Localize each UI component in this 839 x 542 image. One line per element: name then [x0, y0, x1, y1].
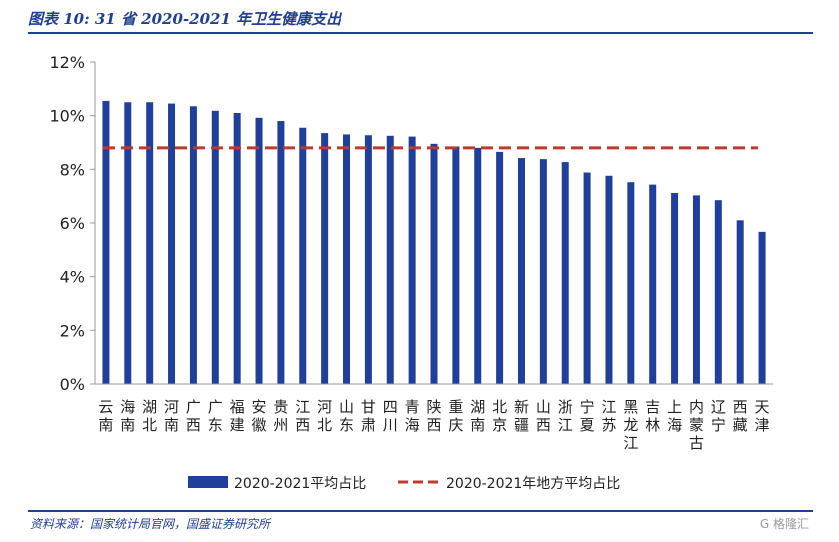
bar-内蒙古 [692, 195, 700, 384]
x-tick-label: 海南 [120, 398, 135, 434]
x-tick-label: 辽宁 [711, 398, 726, 434]
y-tick-label: 4% [60, 268, 85, 287]
bar-贵州 [277, 121, 285, 385]
bar-湖北 [146, 102, 154, 384]
x-tick-label: 山西 [536, 398, 551, 434]
bar-福建 [233, 112, 241, 384]
bar-陕西 [430, 143, 438, 384]
x-tick-label: 广东 [208, 398, 223, 434]
bar-江苏 [605, 175, 613, 384]
legend-bar-swatch [188, 476, 228, 488]
y-tick-label: 6% [60, 214, 85, 233]
x-tick-label: 云南 [98, 398, 113, 434]
bar-山西 [539, 159, 547, 384]
legend-line-label: 2020-2021年地方平均占比 [446, 476, 620, 492]
x-tick-label: 江西 [295, 398, 310, 434]
bar-广西 [189, 106, 197, 385]
x-tick-label: 浙江 [558, 398, 573, 434]
y-tick-label: 0% [60, 375, 85, 394]
bottom-rule [28, 510, 813, 512]
x-tick-label: 陕西 [426, 398, 441, 434]
bar-云南 [102, 100, 110, 385]
watermark-text: G 格隆汇 [759, 517, 809, 531]
x-tick-label: 四川 [383, 398, 398, 434]
x-tick-label: 江苏 [601, 398, 616, 434]
x-tick-label: 新疆 [514, 398, 529, 434]
bar-青海 [408, 136, 416, 384]
bars [102, 100, 766, 385]
x-tick-label: 北京 [492, 398, 507, 434]
bar-浙江 [561, 162, 569, 384]
x-tick-label: 宁夏 [580, 398, 595, 434]
bar-北京 [496, 151, 504, 384]
bar-重庆 [452, 146, 460, 384]
y-tick-label: 12% [49, 53, 85, 72]
x-tick-label: 天津 [755, 398, 770, 434]
x-tick-label: 吉林 [645, 398, 660, 434]
bar-西藏 [736, 220, 744, 384]
bar-新疆 [517, 158, 525, 384]
x-tick-label: 内蒙古 [689, 398, 704, 452]
bar-海南 [124, 102, 132, 384]
x-tick-label: 河北 [317, 398, 332, 434]
legend: 2020-2021平均占比 2020-2021年地方平均占比 [188, 476, 620, 492]
x-tick-label: 西藏 [733, 398, 748, 434]
x-tick-label: 山东 [339, 398, 354, 434]
source-note: 资料来源：国家统计局官网，国盛证券研究所 [30, 517, 271, 531]
bar-江西 [299, 127, 307, 384]
x-tick-label: 广西 [186, 398, 201, 434]
bar-甘肃 [364, 135, 372, 384]
x-tick-label: 安徽 [252, 398, 267, 434]
bar-河北 [321, 133, 329, 384]
bar-吉林 [649, 184, 657, 384]
y-tick-label: 2% [60, 321, 85, 340]
x-tick-label: 湖南 [470, 398, 485, 434]
y-tick-label: 8% [60, 160, 85, 179]
bar-湖南 [474, 147, 482, 384]
x-tick-label: 湖北 [142, 398, 157, 434]
bar-四川 [386, 135, 394, 384]
bar-山东 [343, 134, 351, 384]
legend-bar-label: 2020-2021平均占比 [234, 476, 366, 492]
y-tick-label: 10% [49, 107, 85, 126]
x-tick-label: 青海 [405, 398, 420, 434]
bar-宁夏 [583, 172, 591, 384]
bar-安徽 [255, 117, 263, 385]
x-tick-label: 黑龙江 [623, 398, 638, 452]
figure-title: 图表 10: 31 省 2020-2021 年卫生健康支出 [28, 10, 342, 28]
x-tick-label: 上海 [667, 398, 682, 434]
bar-上海 [671, 192, 679, 384]
top-rule [28, 32, 813, 34]
y-axis: 0% 2% 4% 6% 8% 10% 12% [49, 53, 96, 394]
x-tick-label: 河南 [164, 398, 179, 434]
bar-辽宁 [714, 200, 722, 384]
x-tick-label: 贵州 [273, 398, 288, 434]
x-axis: 云南海南湖北河南广西广东福建安徽贵州江西河北山东甘肃四川青海陕西重庆湖南北京新疆… [95, 383, 773, 452]
bar-河南 [168, 103, 176, 384]
bar-黑龙江 [627, 182, 635, 384]
x-tick-label: 重庆 [448, 398, 463, 434]
x-tick-label: 福建 [230, 398, 245, 434]
x-tick-label: 甘肃 [361, 398, 376, 434]
bar-天津 [758, 231, 766, 384]
bar-广东 [211, 110, 219, 384]
